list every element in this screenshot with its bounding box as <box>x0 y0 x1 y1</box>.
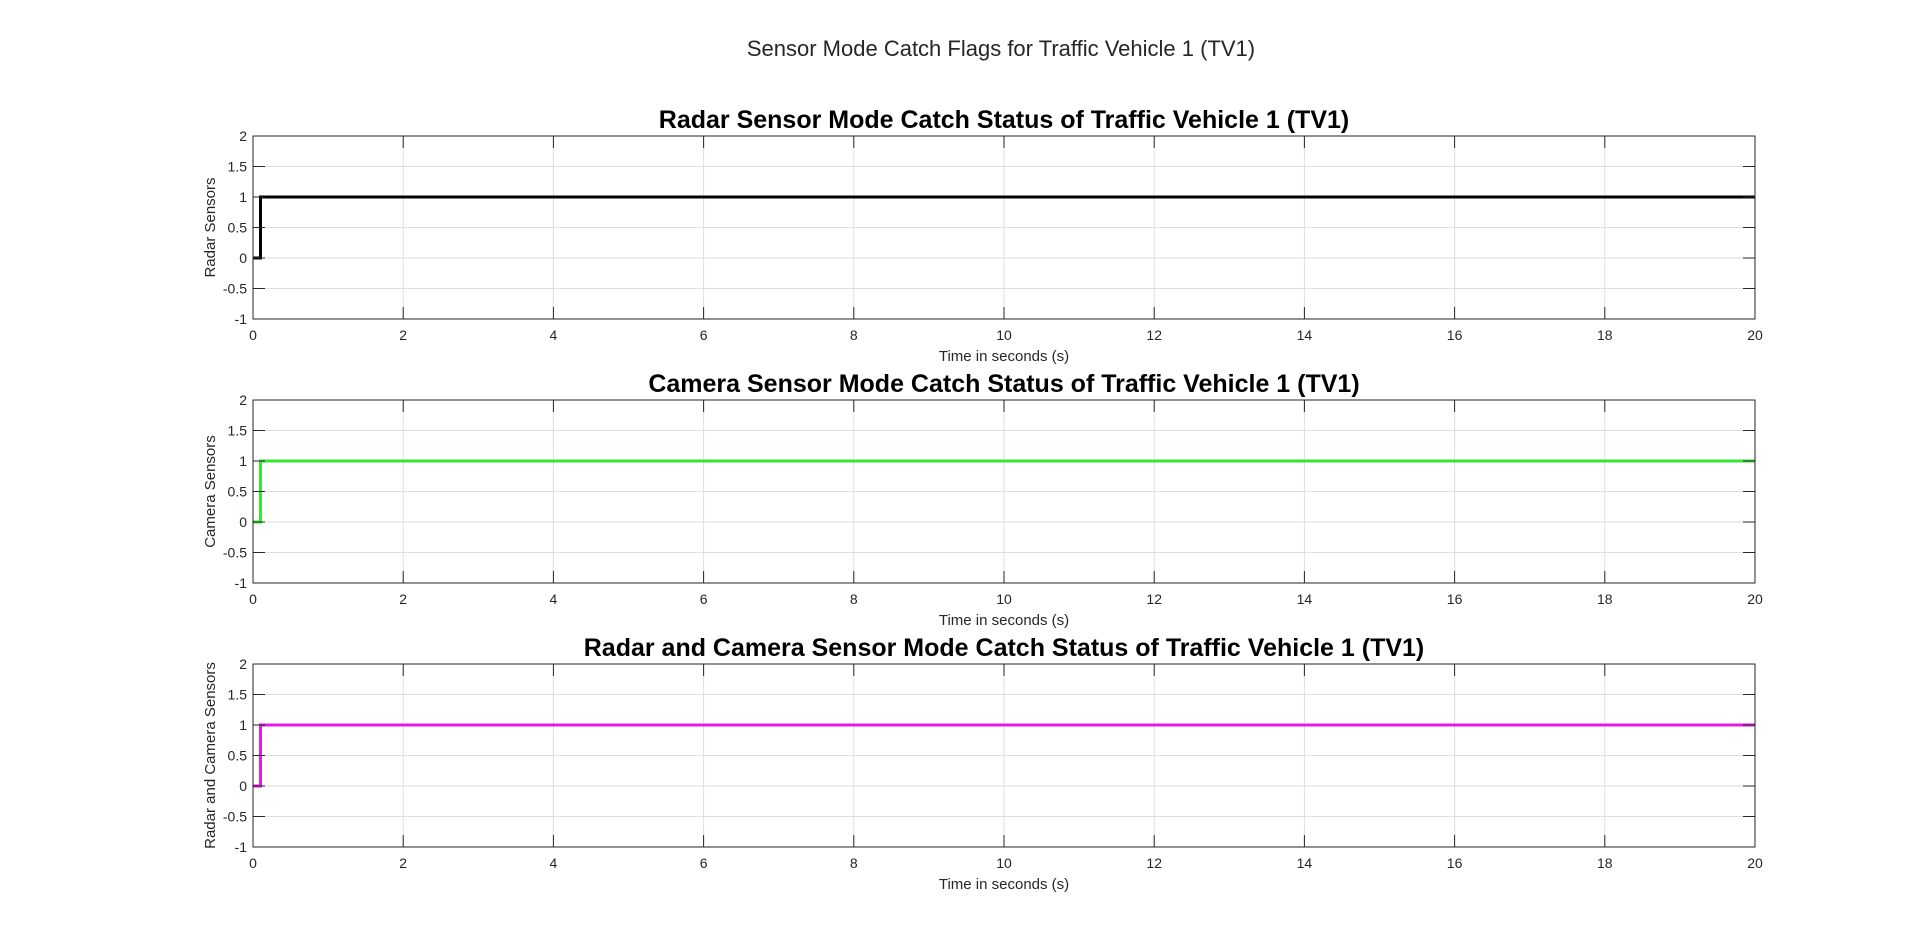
x-tick-label: 0 <box>249 591 257 607</box>
y-tick-label: 1 <box>239 717 247 733</box>
x-tick-label: 4 <box>550 327 558 343</box>
subplot-title: Camera Sensor Mode Catch Status of Traff… <box>648 370 1359 398</box>
x-axis-label: Time in seconds (s) <box>939 876 1069 893</box>
x-tick-label: 8 <box>850 327 858 343</box>
x-tick-label: 6 <box>700 591 708 607</box>
x-axis-label: Time in seconds (s) <box>939 348 1069 365</box>
x-tick-label: 12 <box>1146 591 1162 607</box>
x-tick-label: 2 <box>399 327 407 343</box>
x-tick-label: 2 <box>399 855 407 871</box>
y-tick-label: -0.5 <box>223 281 247 297</box>
x-tick-label: 2 <box>399 591 407 607</box>
y-tick-label: 2 <box>239 128 247 144</box>
y-tick-label: -0.5 <box>223 545 247 561</box>
y-tick-label: 2 <box>239 392 247 408</box>
y-tick-label: 1.5 <box>228 687 248 703</box>
x-tick-label: 10 <box>996 855 1012 871</box>
x-tick-label: 16 <box>1447 327 1463 343</box>
x-axis-label: Time in seconds (s) <box>939 612 1069 629</box>
y-tick-label: 2 <box>239 656 247 672</box>
y-tick-label: 0 <box>239 250 247 266</box>
subplot-1: 0 2 4 6 8 10 12 14 16 18 20 -1 -0.5 0 0.5 1 1.5 2 Radar Se… <box>202 106 1763 365</box>
x-tick-label: 0 <box>249 855 257 871</box>
y-axis-label: Radar and Camera Sensors <box>202 662 219 849</box>
y-tick-label: 0.5 <box>228 484 248 500</box>
x-tick-label: 6 <box>700 855 708 871</box>
x-tick-label: 12 <box>1146 855 1162 871</box>
x-tick-label: 20 <box>1747 327 1763 343</box>
x-tick-label: 6 <box>700 327 708 343</box>
x-tick-label: 4 <box>550 591 558 607</box>
x-tick-label: 8 <box>850 591 858 607</box>
x-tick-label: 14 <box>1297 327 1313 343</box>
y-tick-label: 1.5 <box>228 423 248 439</box>
y-tick-label: 0 <box>239 778 247 794</box>
x-tick-label: 18 <box>1597 327 1613 343</box>
y-tick-label: -0.5 <box>223 809 247 825</box>
y-tick-label: 1 <box>239 189 247 205</box>
y-tick-label: -1 <box>235 575 248 591</box>
y-axis-label: Radar Sensors <box>202 177 219 277</box>
x-tick-label: 4 <box>550 855 558 871</box>
x-tick-label: 18 <box>1597 591 1613 607</box>
y-tick-label: -1 <box>235 839 248 855</box>
y-tick-label: 0.5 <box>228 748 248 764</box>
subplot-2: 0 2 4 6 8 10 12 14 16 18 20 -1 -0.5 0 0.5 1 1.5 2 Camera S… <box>202 370 1763 629</box>
x-tick-label: 18 <box>1597 855 1613 871</box>
x-tick-label: 8 <box>850 855 858 871</box>
x-tick-label: 20 <box>1747 591 1763 607</box>
subplot-3: 0 2 4 6 8 10 12 14 16 18 20 -1 -0.5 0 0.5 1 1.5 2 Radar an… <box>202 634 1763 893</box>
y-tick-label: 0 <box>239 514 247 530</box>
x-tick-label: 20 <box>1747 855 1763 871</box>
x-tick-label: 16 <box>1447 855 1463 871</box>
x-tick-label: 10 <box>996 591 1012 607</box>
x-tick-label: 0 <box>249 327 257 343</box>
y-tick-label: -1 <box>235 311 248 327</box>
x-tick-label: 10 <box>996 327 1012 343</box>
subplot-title: Radar Sensor Mode Catch Status of Traffi… <box>659 106 1349 134</box>
x-tick-label: 16 <box>1447 591 1463 607</box>
y-axis-label: Camera Sensors <box>202 435 219 548</box>
x-tick-label: 14 <box>1297 855 1313 871</box>
x-tick-label: 12 <box>1146 327 1162 343</box>
x-tick-label: 14 <box>1297 591 1313 607</box>
y-tick-label: 1.5 <box>228 159 248 175</box>
subplot-title: Radar and Camera Sensor Mode Catch Statu… <box>584 634 1425 662</box>
figure-title: Sensor Mode Catch Flags for Traffic Vehi… <box>747 36 1255 61</box>
y-tick-label: 0.5 <box>228 220 248 236</box>
y-tick-label: 1 <box>239 453 247 469</box>
